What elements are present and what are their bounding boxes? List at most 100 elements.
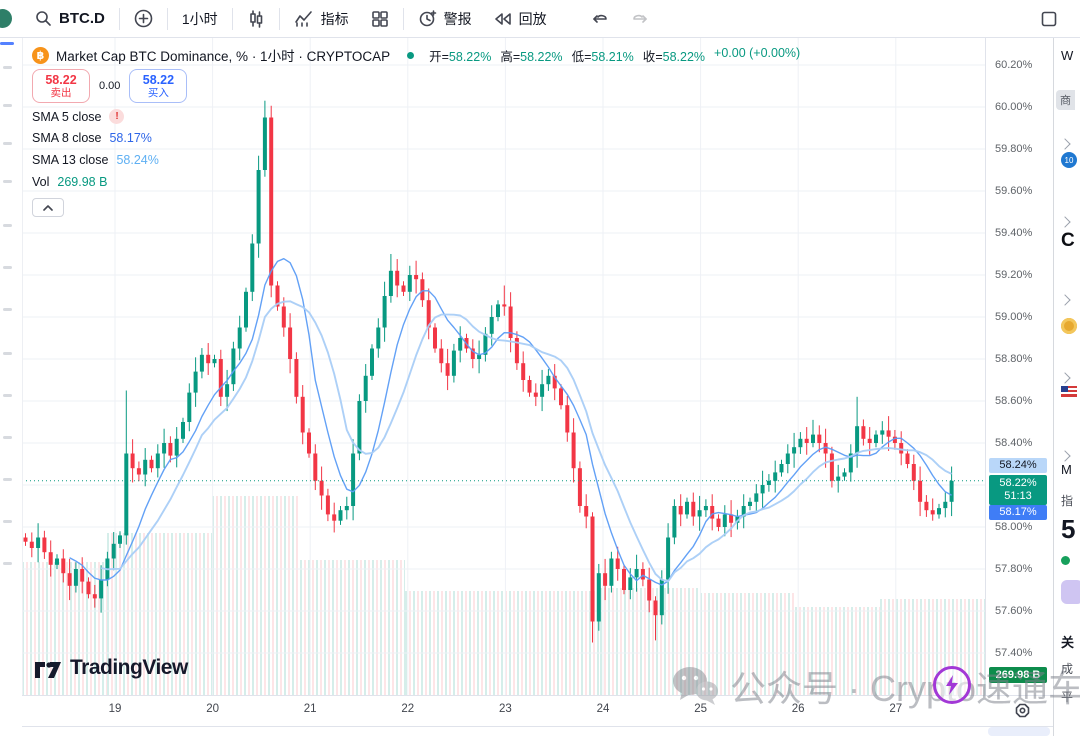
sma13-value: 58.24% — [116, 153, 159, 167]
volume-block — [300, 560, 405, 695]
account-avatar[interactable] — [0, 9, 12, 28]
redo-button[interactable] — [620, 8, 660, 30]
replay-button[interactable]: 回放 — [483, 5, 558, 33]
toolbar-fragment — [3, 394, 12, 397]
indicator-row-sma5[interactable]: SMA 5 close ! — [32, 109, 125, 124]
time-tick-label: 27 — [889, 703, 903, 715]
toolbar-fragment — [3, 562, 12, 565]
toolbar-fragment — [3, 478, 12, 481]
price-tick-label: 60.00% — [995, 101, 1033, 113]
chart-pane[interactable]: ฿ Market Cap BTC Dominance, % · 1小时 · CR… — [22, 38, 985, 695]
sidebar-fragment-han: 指 — [1061, 494, 1074, 508]
fullscreen-panel-button[interactable] — [1030, 7, 1068, 31]
sidebar-fragment-flag — [1061, 386, 1077, 397]
compare-add-button[interactable] — [123, 5, 164, 32]
sidebar-fragment-chevron[interactable] — [1059, 450, 1071, 462]
replay-label: 回放 — [518, 10, 547, 27]
toolbar-fragment — [3, 104, 12, 107]
change-value: +0.00 (+0.00%) — [714, 45, 801, 60]
toolbar-divider — [118, 7, 120, 30]
volume-block — [795, 607, 880, 695]
volume-value: 269.98 B — [57, 175, 108, 189]
volume-block — [405, 591, 600, 695]
replay-icon — [494, 12, 511, 25]
candlestick-chart[interactable] — [22, 38, 985, 695]
market-status-dot — [407, 51, 415, 59]
candlestick-icon — [249, 9, 262, 28]
axis-settings-gear-icon[interactable] — [1015, 703, 1030, 718]
bottom-scrollbar-pill[interactable] — [988, 727, 1050, 736]
btc-logo-icon: ฿ — [32, 46, 49, 64]
sidebar-fragment-han: 平 — [1061, 690, 1074, 704]
price-tick-label: 58.60% — [995, 395, 1033, 407]
sma8-price-tag: 58.17% — [989, 505, 1047, 520]
collapse-indicators-button[interactable] — [32, 198, 64, 217]
sidebar-fragment-han: 成 — [1061, 662, 1074, 676]
time-tick-label: 20 — [206, 703, 219, 715]
tradingview-mark-icon — [35, 662, 61, 678]
interval-button[interactable]: 1小时 — [171, 5, 229, 33]
price-tick-label: 59.00% — [995, 311, 1033, 323]
chart-style-button[interactable] — [236, 6, 276, 32]
price-tick-label: 57.40% — [995, 647, 1033, 659]
indicators-label: 指标 — [320, 10, 349, 27]
trade-buttons-row: 58.22 卖出 0.00 58.22 买入 — [32, 69, 188, 104]
sidebar-fragment-chevron[interactable] — [1059, 294, 1071, 306]
sidebar-fragment-letter: W — [1061, 48, 1074, 63]
price-tick-label: 60.20% — [995, 59, 1033, 71]
alert-button[interactable]: 警报 — [407, 5, 483, 33]
toolbar-divider — [278, 7, 280, 30]
price-tick-label: 58.00% — [995, 521, 1033, 533]
indicator-row-sma8[interactable]: SMA 8 close 58.17% — [32, 131, 152, 145]
sidebar-fragment-coin — [1061, 318, 1077, 334]
time-tick-label: 26 — [791, 703, 805, 715]
undo-button[interactable] — [580, 8, 620, 30]
tradingview-logo[interactable]: TradingView — [34, 656, 188, 680]
sma8-value: 58.17% — [109, 131, 152, 145]
right-sidebar-cutoff[interactable]: W 商 10 C M 指 5 关成平 — [1053, 38, 1080, 736]
plus-circle-icon — [134, 9, 153, 28]
ohlc-values: 开=58.22% 高=58.22% 低=58.21% 收=58.22% +0.0… — [429, 45, 801, 64]
interval-label: 1小时 — [181, 10, 218, 27]
tradingview-logo-text: TradingView — [70, 656, 188, 679]
layout-grid-button[interactable] — [360, 6, 400, 32]
sidebar-fragment-tab[interactable]: 商 — [1056, 90, 1075, 110]
toolbar-fragment — [3, 308, 12, 311]
spread-value: 0.00 — [99, 80, 121, 93]
warning-icon[interactable]: ! — [109, 109, 125, 124]
toolbar-fragment — [3, 352, 12, 355]
sma8-line — [69, 257, 952, 586]
search-icon — [36, 11, 51, 26]
bar-countdown: 51:13 — [1004, 490, 1032, 502]
symbol-legend[interactable]: ฿ Market Cap BTC Dominance, % · 1小时 · CR… — [32, 45, 800, 65]
top-toolbar: BTC.D 1小时 指标 警报 回放 — [0, 0, 1080, 38]
price-tick-label: 58.40% — [995, 437, 1033, 449]
time-axis[interactable]: 19 20 21 22 23 24 25 26 27 — [22, 695, 1053, 727]
chevron-up-icon — [43, 204, 53, 211]
sidebar-fragment-chevron[interactable] — [1059, 372, 1071, 384]
indicators-button[interactable]: 指标 — [283, 5, 360, 33]
time-tick-label: 24 — [596, 703, 610, 715]
sma13-line — [100, 300, 953, 583]
toolbar-divider — [402, 7, 404, 30]
drawing-toolbar-cutoff[interactable] — [0, 38, 23, 695]
square-panel-icon — [1041, 11, 1057, 26]
indicator-row-sma13[interactable]: SMA 13 close 58.24% — [32, 153, 159, 167]
sidebar-fragment-letter: M — [1061, 462, 1072, 477]
buy-button[interactable]: 58.22 买入 — [129, 69, 188, 104]
price-tick-label: 59.40% — [995, 227, 1033, 239]
symbol-search-button[interactable]: BTC.D — [24, 6, 116, 31]
sidebar-fragment-chevron[interactable] — [1059, 138, 1071, 150]
sidebar-fragment-chevron[interactable] — [1059, 216, 1071, 228]
price-tick-label: 59.20% — [995, 269, 1033, 281]
indicator-row-volume[interactable]: Vol 269.98 B — [32, 175, 108, 189]
candlestick-series — [23, 100, 954, 643]
grid-layout-icon — [371, 10, 388, 27]
toolbar-fragment — [3, 520, 12, 523]
volume-badge: 269.98 B — [989, 667, 1047, 683]
sidebar-fragment-dot-green — [1061, 556, 1070, 565]
price-axis[interactable]: 58.24% 58.22% 51:13 58.17% 269.98 B 60.2… — [985, 38, 1054, 695]
alert-label: 警报 — [443, 10, 472, 27]
price-tick-label: 58.80% — [995, 353, 1033, 365]
sell-button[interactable]: 58.22 卖出 — [32, 69, 90, 104]
